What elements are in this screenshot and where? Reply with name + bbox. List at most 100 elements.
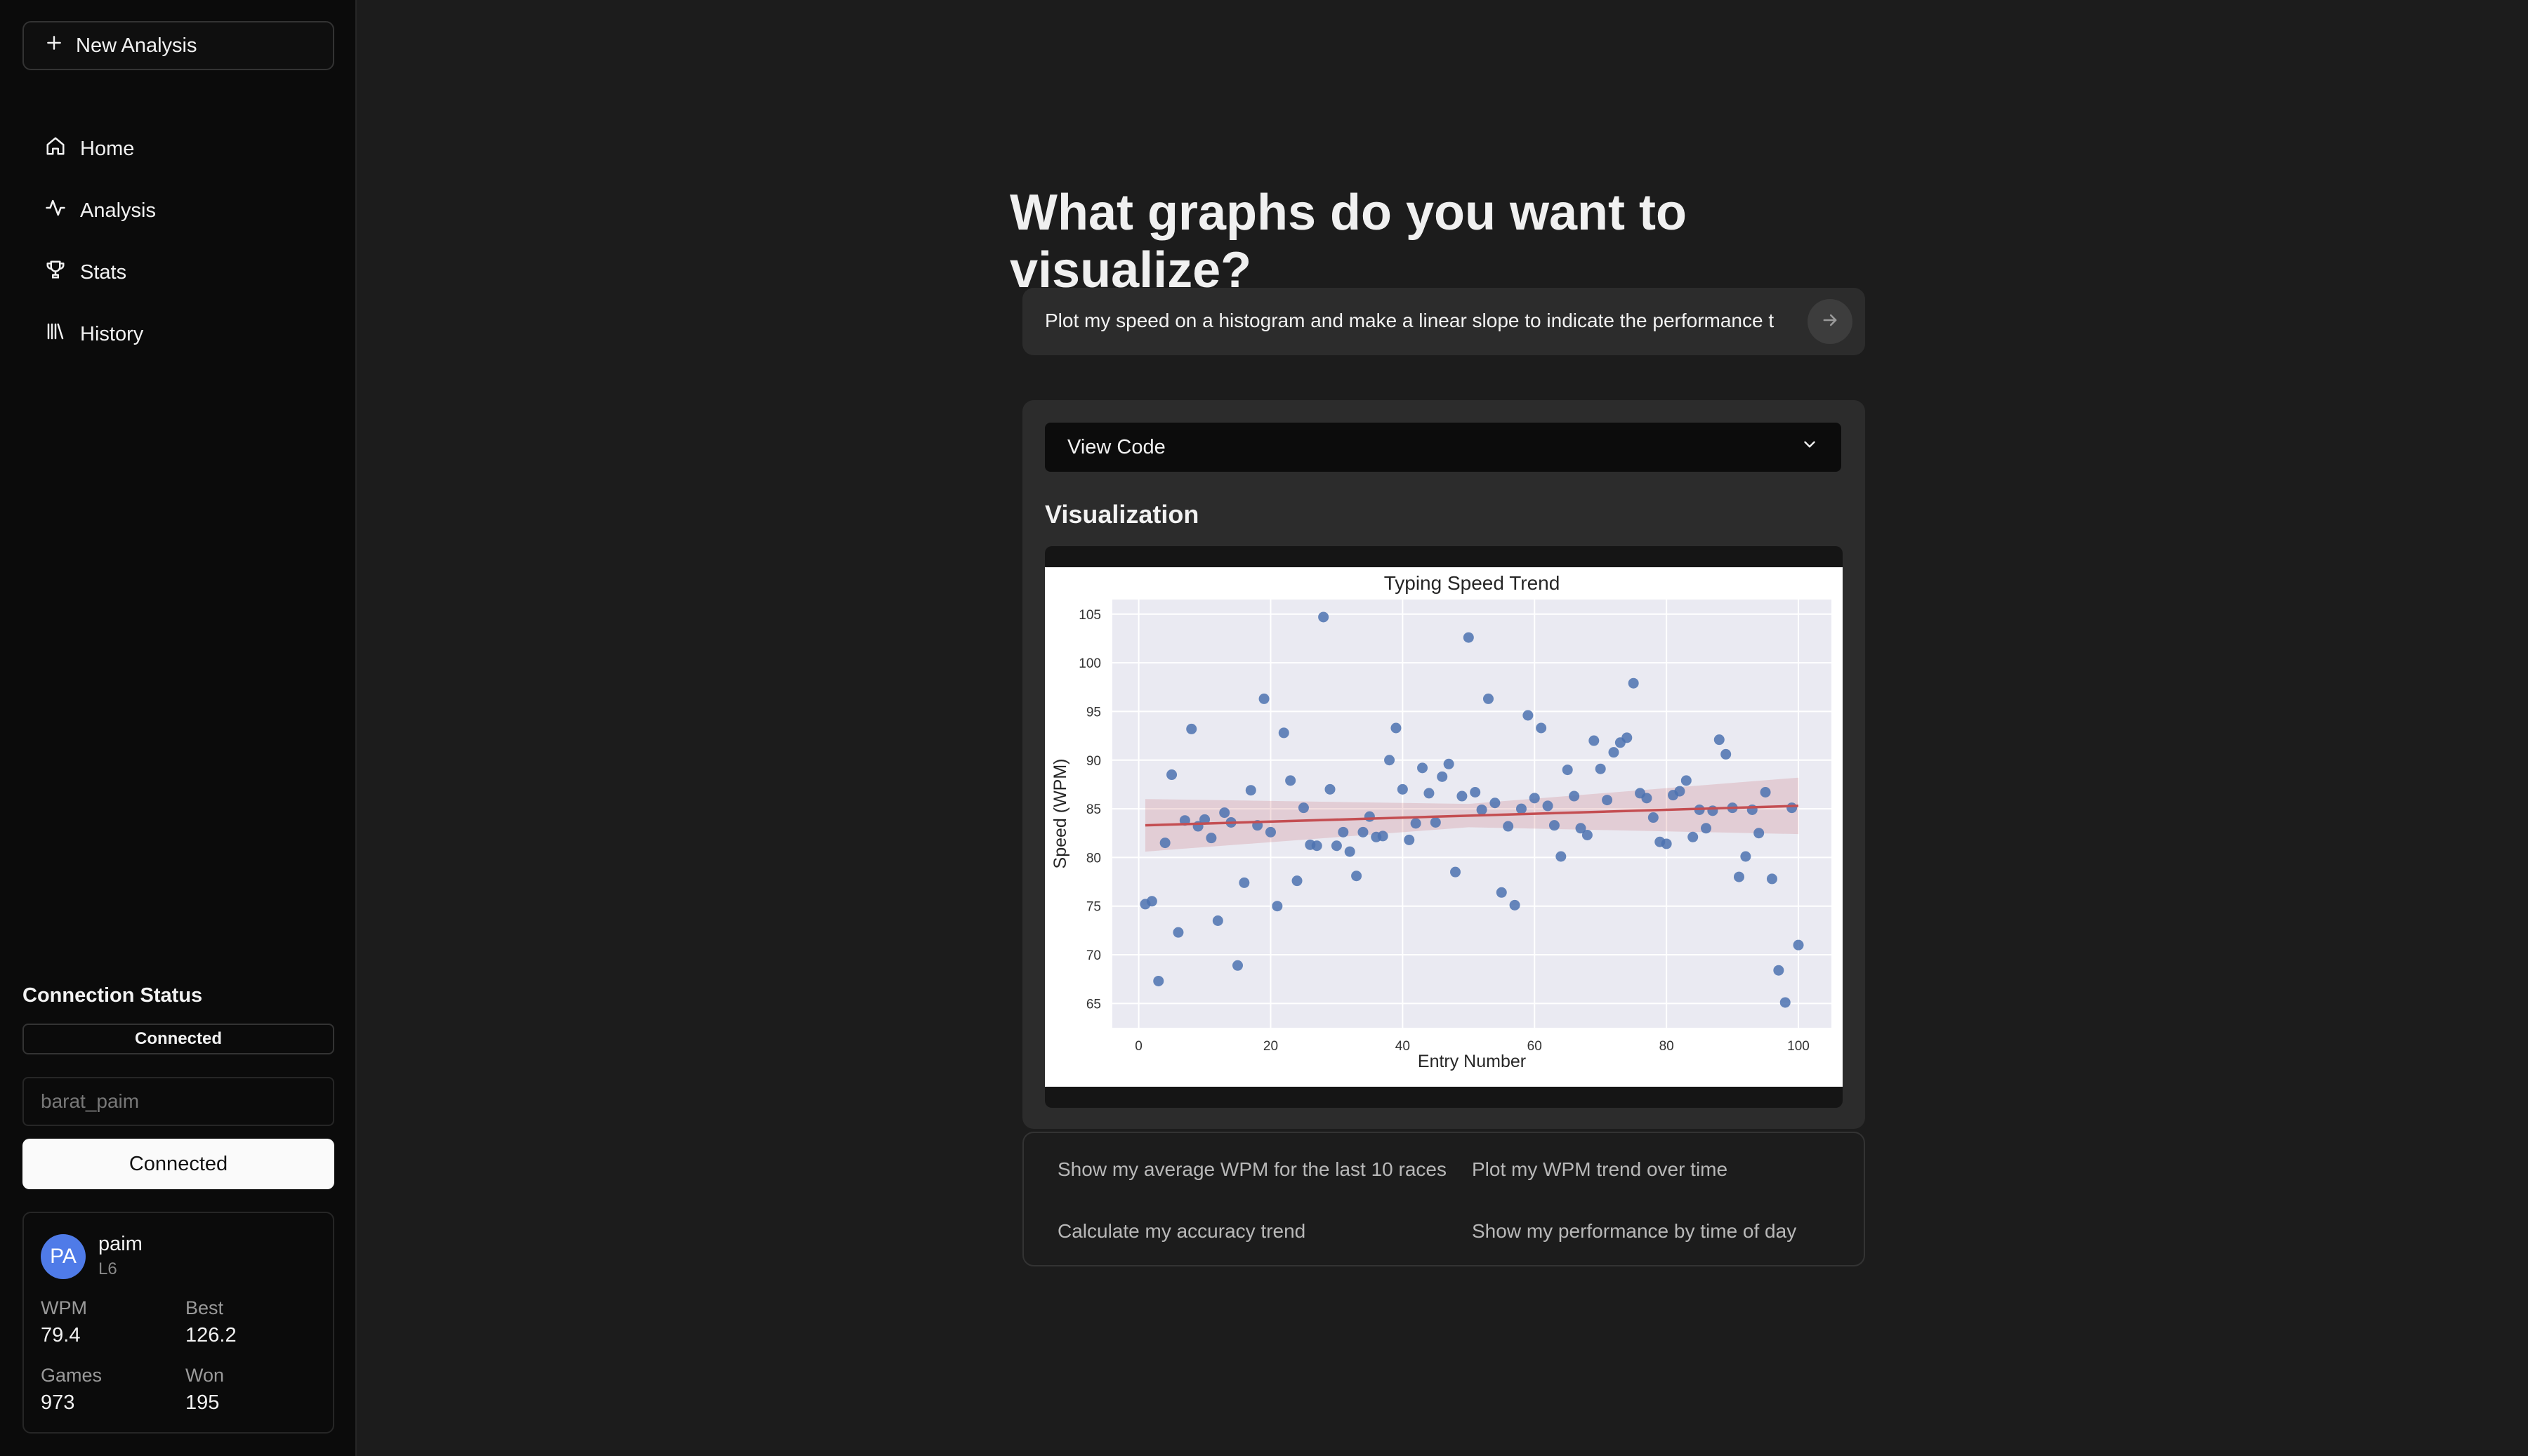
data-point xyxy=(1503,821,1514,832)
data-point xyxy=(1779,997,1791,1008)
data-point xyxy=(1258,693,1270,704)
arrow-right-icon xyxy=(1820,310,1840,333)
chart: 65 70 75 80 85 90 95 100 105 0 20 40 60 80 100 Typing … xyxy=(1045,567,1843,1087)
data-point xyxy=(1186,723,1197,734)
query-input[interactable] xyxy=(1045,303,1775,338)
data-point xyxy=(1581,830,1593,840)
avatar: PA xyxy=(41,1234,86,1279)
data-point xyxy=(1674,786,1685,797)
data-point xyxy=(1278,727,1289,739)
y-tick-label: 95 xyxy=(1086,705,1101,720)
data-point xyxy=(1628,677,1639,689)
data-point xyxy=(1166,769,1178,781)
trophy-icon xyxy=(45,259,66,286)
data-point xyxy=(1410,818,1421,829)
data-point xyxy=(1522,710,1534,721)
x-tick-label: 40 xyxy=(1395,1039,1410,1054)
y-tick-label: 105 xyxy=(1079,608,1101,623)
view-code-toggle[interactable]: View Code xyxy=(1045,423,1841,472)
stat-wpm-value: 79.4 xyxy=(41,1324,81,1346)
data-point xyxy=(1740,851,1751,862)
data-point xyxy=(1159,838,1171,849)
chevron-down-icon xyxy=(1800,435,1819,459)
data-point xyxy=(1338,826,1349,838)
sidebar-item-label: Home xyxy=(80,137,135,160)
stat-won-label: Won xyxy=(185,1365,225,1386)
sidebar-item-label: History xyxy=(80,322,144,345)
send-button[interactable] xyxy=(1808,299,1852,344)
data-point xyxy=(1437,771,1448,782)
stat-best-label: Best xyxy=(185,1297,224,1318)
suggestion-wpm-trend[interactable]: Plot my WPM trend over time xyxy=(1472,1158,1728,1180)
new-analysis-label: New Analysis xyxy=(76,34,197,57)
data-point xyxy=(1548,820,1560,831)
data-point xyxy=(1515,803,1527,814)
trend-line xyxy=(1145,805,1799,827)
data-point xyxy=(1602,795,1613,806)
username-input[interactable] xyxy=(22,1077,334,1126)
visualization-title: Visualization xyxy=(1045,500,1199,529)
connection-status-title: Connection Status xyxy=(22,984,203,1007)
sidebar-item-analysis[interactable]: Analysis xyxy=(22,180,334,241)
data-point xyxy=(1153,975,1164,986)
sidebar: New Analysis Home Analysis Stats History xyxy=(0,0,357,1456)
sidebar-item-stats[interactable]: Stats xyxy=(22,241,334,303)
y-tick-label: 70 xyxy=(1086,948,1101,963)
data-point xyxy=(1773,965,1784,976)
suggestion-time-of-day[interactable]: Show my performance by time of day xyxy=(1472,1220,1797,1242)
data-point xyxy=(1753,828,1765,839)
data-point xyxy=(1212,915,1223,926)
data-point xyxy=(1569,790,1580,802)
x-axis-label: Entry Number xyxy=(1418,1052,1526,1071)
data-point xyxy=(1357,826,1369,838)
data-point xyxy=(1575,823,1586,834)
query-bar xyxy=(1022,288,1865,355)
connection-status-badge: Connected xyxy=(22,1024,334,1054)
data-point xyxy=(1272,901,1283,912)
data-point xyxy=(1245,785,1256,796)
data-point xyxy=(1701,823,1712,834)
data-point xyxy=(1542,800,1553,812)
data-point xyxy=(1351,871,1362,882)
library-icon xyxy=(45,321,66,348)
data-point xyxy=(1377,830,1388,842)
sidebar-item-label: Stats xyxy=(80,260,127,284)
page-title: What graphs do you want to visualize? xyxy=(1010,185,1687,298)
data-point xyxy=(1443,758,1454,769)
data-point xyxy=(1536,722,1547,734)
y-tick-label: 100 xyxy=(1079,656,1101,671)
data-point xyxy=(1404,834,1415,845)
x-tick-label: 80 xyxy=(1659,1039,1674,1054)
data-point xyxy=(1509,899,1520,911)
data-point xyxy=(1173,927,1184,938)
data-point xyxy=(1496,887,1507,898)
data-point xyxy=(1364,811,1375,822)
data-point xyxy=(1423,788,1435,799)
view-code-label: View Code xyxy=(1067,435,1166,458)
data-point xyxy=(1285,775,1296,786)
data-point xyxy=(1608,747,1619,758)
y-tick-label: 75 xyxy=(1086,900,1101,915)
data-point xyxy=(1641,793,1652,804)
data-point xyxy=(1298,802,1309,814)
stat-games-label: Games xyxy=(41,1365,103,1386)
connect-button[interactable]: Connected xyxy=(22,1139,334,1189)
data-point xyxy=(1219,807,1230,819)
plot-frame: 65 70 75 80 85 90 95 100 105 0 20 40 60 80 100 Typing … xyxy=(1045,546,1843,1108)
profile-level: L6 xyxy=(98,1259,117,1278)
data-point xyxy=(1588,735,1600,746)
x-tick-label: 20 xyxy=(1263,1039,1278,1054)
new-analysis-button[interactable]: New Analysis xyxy=(22,21,334,70)
stat-wpm-label: WPM xyxy=(41,1297,87,1318)
data-point xyxy=(1417,762,1428,774)
sidebar-item-history[interactable]: History xyxy=(22,303,334,365)
suggestion-avg-wpm[interactable]: Show my average WPM for the last 10 race… xyxy=(1058,1158,1447,1180)
data-point xyxy=(1555,851,1567,862)
data-point xyxy=(1146,896,1157,907)
y-tick-label: 85 xyxy=(1086,802,1101,817)
data-point xyxy=(1344,846,1355,857)
suggestion-accuracy-trend[interactable]: Calculate my accuracy trend xyxy=(1058,1220,1306,1242)
sidebar-item-home[interactable]: Home xyxy=(22,118,334,180)
data-point xyxy=(1680,775,1692,786)
profile-card: PA paim L6 WPM 79.4 Best 126.2 Games 973… xyxy=(22,1212,334,1434)
